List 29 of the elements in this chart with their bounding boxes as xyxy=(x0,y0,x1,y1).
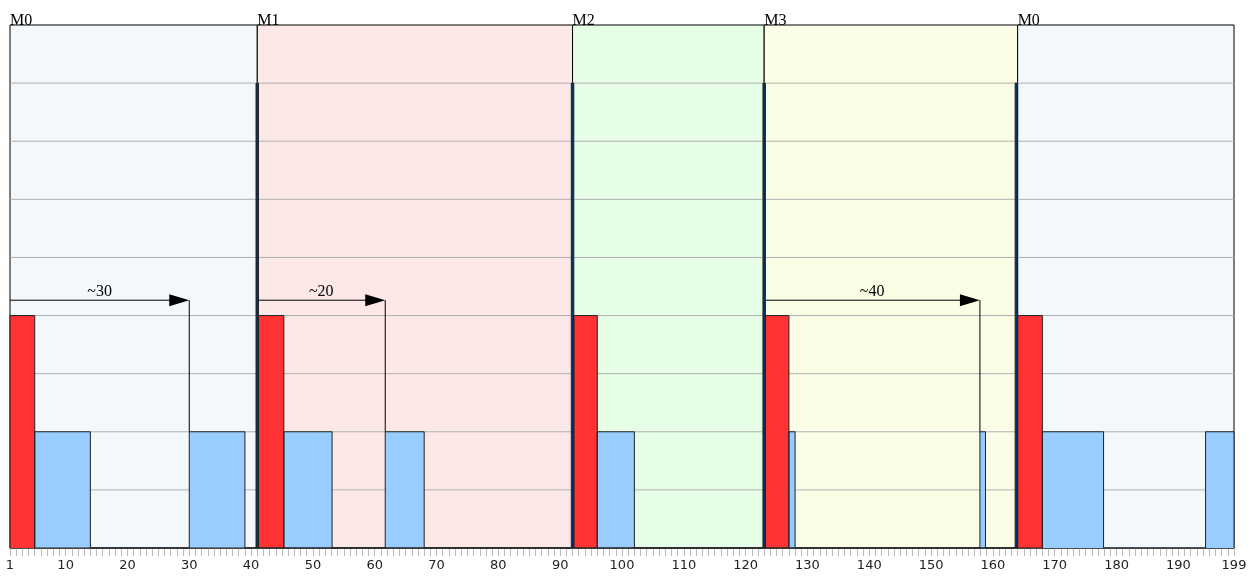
annotation: ~20 xyxy=(308,281,334,299)
x-tick-label: 20 xyxy=(119,557,136,572)
x-tick-label: 80 xyxy=(490,557,507,572)
x-tick-label: 199 xyxy=(1221,557,1247,572)
x-tick-label: 150 xyxy=(918,557,944,572)
band-label: M1 xyxy=(257,10,280,28)
band-label: M2 xyxy=(572,10,595,28)
x-tick-label: 120 xyxy=(733,557,759,572)
x-tick-label: 70 xyxy=(428,557,445,572)
band-label: M0 xyxy=(10,10,33,28)
annotation: ~40 xyxy=(859,281,885,299)
band-label: M0 xyxy=(1017,10,1040,28)
x-tick-label: 10 xyxy=(57,557,74,572)
x-tick-label: 90 xyxy=(551,557,569,572)
x-tick-label: 1 xyxy=(5,557,15,572)
annotation: ~30 xyxy=(87,281,112,299)
x-tick-label: 170 xyxy=(1042,557,1068,572)
x-tick-label: 190 xyxy=(1165,557,1191,572)
x-tick-label: 30 xyxy=(181,557,198,572)
x-tick-label: 40 xyxy=(242,557,260,572)
x-tick-label: 60 xyxy=(366,557,383,572)
x-tick-label: 50 xyxy=(304,557,322,572)
x-tick-label: 110 xyxy=(671,557,697,572)
x-tick-label: 100 xyxy=(609,557,635,572)
x-tick-label: 160 xyxy=(980,557,1006,572)
band-label: M3 xyxy=(764,10,787,28)
x-tick-label: 130 xyxy=(795,557,820,572)
x-tick-label: 140 xyxy=(856,557,882,572)
x-tick-label: 180 xyxy=(1104,557,1129,572)
